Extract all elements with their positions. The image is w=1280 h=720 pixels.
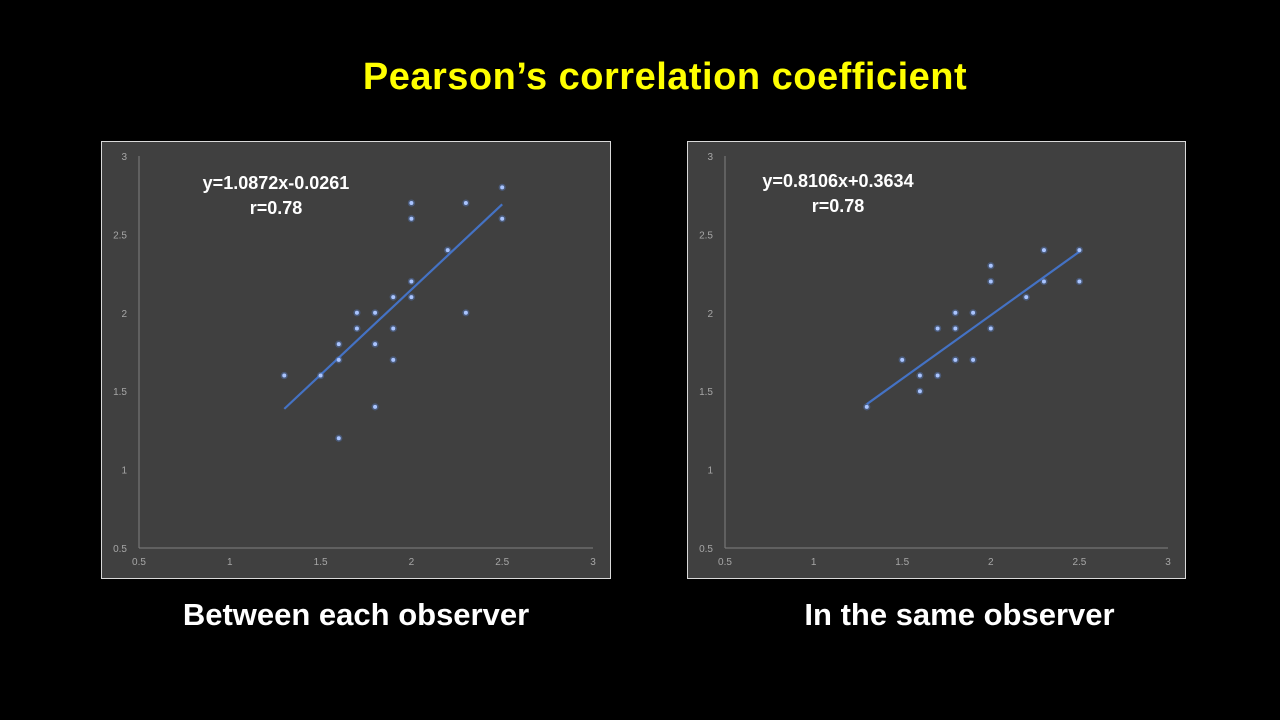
x-tick-label: 0.5: [718, 557, 732, 568]
data-point: [391, 357, 396, 362]
y-tick-label: 3: [707, 152, 713, 163]
data-point: [988, 279, 993, 284]
data-point: [935, 326, 940, 331]
x-tick-label: 3: [590, 557, 596, 568]
x-tick-label: 2.5: [1072, 557, 1086, 568]
x-tick-label: 1.5: [314, 557, 328, 568]
y-tick-label: 2.5: [699, 230, 713, 241]
equation-label: y=0.8106x+0.3634: [762, 171, 914, 191]
y-tick-label: 2: [121, 309, 127, 320]
data-point: [917, 389, 922, 394]
data-point: [988, 326, 993, 331]
data-point: [373, 404, 378, 409]
y-tick-label: 1: [121, 466, 127, 477]
data-point: [900, 357, 905, 362]
x-tick-label: 2: [988, 557, 994, 568]
data-point: [864, 404, 869, 409]
data-point: [409, 216, 414, 221]
data-point: [1041, 279, 1046, 284]
scatter-plot-same-observer: 0.5 1 1.5 2 2.5 3 0.5 1 1.5 2 2.5 3: [699, 152, 1171, 568]
x-tick-label: 1.5: [895, 557, 909, 568]
data-point: [373, 342, 378, 347]
scatter-plot-between-observers: 0.5 1 1.5 2 2.5 3 0.5 1 1.5 2 2.5 3: [113, 152, 596, 568]
x-tick-label: 2.5: [495, 557, 509, 568]
data-point: [1077, 279, 1082, 284]
chart-panel-between-observers: 0.5 1 1.5 2 2.5 3 0.5 1 1.5 2 2.5 3 y=1.0872x-0.026…: [101, 141, 611, 579]
x-tick-label: 1: [227, 557, 233, 568]
y-tick-label: 1.5: [113, 387, 127, 398]
r-value-label: r=0.78: [811, 196, 865, 216]
y-tick-label: 2: [707, 309, 713, 320]
x-tick-label: 1: [811, 557, 817, 568]
y-tick-label: 2.5: [113, 230, 127, 241]
regression-equation: y=0.8106x+0.3634 r=0.78: [738, 169, 938, 219]
caption-between-observers: Between each observer: [182, 597, 530, 632]
data-point: [935, 373, 940, 378]
data-point: [953, 326, 958, 331]
data-point: [1024, 295, 1029, 300]
data-point: [354, 310, 359, 315]
data-point: [953, 357, 958, 362]
data-point: [1077, 248, 1082, 253]
trendline: [283, 203, 503, 410]
data-point: [971, 357, 976, 362]
r-value-label: r=0.78: [249, 198, 303, 218]
data-point: [336, 436, 341, 441]
data-point: [1041, 248, 1046, 253]
data-point: [953, 310, 958, 315]
equation-label: y=1.0872x-0.0261: [202, 173, 350, 193]
trendline: [866, 250, 1081, 406]
data-point: [409, 201, 414, 206]
caption-same-observer: In the same observer: [804, 597, 1115, 632]
data-point: [336, 342, 341, 347]
chart-panel-same-observer: 0.5 1 1.5 2 2.5 3 0.5 1 1.5 2 2.5 3 y=0.8106x+0.363…: [687, 141, 1186, 579]
data-point: [282, 373, 287, 378]
data-point: [445, 248, 450, 253]
x-tick-label: 0.5: [132, 557, 146, 568]
data-point: [373, 310, 378, 315]
data-point: [463, 201, 468, 206]
data-point: [391, 295, 396, 300]
data-point: [971, 310, 976, 315]
y-tick-label: 1: [707, 466, 713, 477]
y-tick-label: 3: [121, 152, 127, 163]
y-tick-label: 0.5: [699, 544, 713, 555]
data-point: [336, 357, 341, 362]
x-tick-label: 3: [1165, 557, 1171, 568]
slide-title: Pearson’s correlation coefficient: [362, 56, 968, 98]
regression-equation: y=1.0872x-0.0261 r=0.78: [176, 171, 376, 221]
data-point: [500, 185, 505, 190]
data-point: [409, 279, 414, 284]
data-point: [463, 310, 468, 315]
data-point: [500, 216, 505, 221]
data-point: [354, 326, 359, 331]
data-point: [917, 373, 922, 378]
data-point: [391, 326, 396, 331]
data-point: [988, 263, 993, 268]
y-tick-label: 1.5: [699, 387, 713, 398]
data-point: [409, 295, 414, 300]
data-point: [318, 373, 323, 378]
y-tick-label: 0.5: [113, 544, 127, 555]
x-tick-label: 2: [409, 557, 415, 568]
